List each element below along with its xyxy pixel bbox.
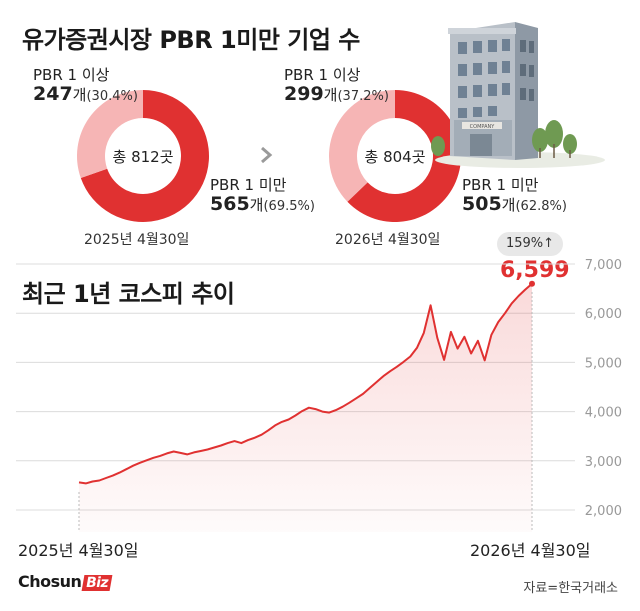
building-illustration: COMPANY bbox=[431, 22, 605, 168]
chosunbiz-logo: Chosun Biz bbox=[18, 572, 113, 591]
y-tick-label: 2,000 bbox=[585, 504, 622, 519]
label-below-2025-count: 565 bbox=[210, 193, 250, 215]
last-point bbox=[529, 280, 535, 287]
kospi-series-line bbox=[78, 282, 533, 485]
label-above-2025-title: PBR 1 이상 bbox=[33, 66, 110, 84]
label-below-2025-unit: 개 bbox=[249, 196, 264, 214]
label-above-2025-unit: 개 bbox=[72, 86, 87, 104]
top-title: 유가증권시장 PBR 1미만 기업 수 bbox=[22, 26, 360, 54]
label-below-2026-pct: (62.8%) bbox=[515, 199, 567, 214]
change-badge: 159%↑ bbox=[497, 232, 563, 256]
y-tick-label: 7,000 bbox=[585, 258, 622, 273]
label-below-2026: PBR 1 미만 505개(62.8%) bbox=[462, 176, 567, 216]
donut-date-2025: 2025년 4월30일 bbox=[84, 232, 190, 248]
label-above-2025-pct: (30.4%) bbox=[86, 89, 138, 104]
label-below-2026-count: 505 bbox=[462, 193, 502, 215]
x-label-end: 2026년 4월30일 bbox=[470, 541, 591, 560]
label-above-2025-count: 247 bbox=[33, 83, 73, 105]
logo-sub: Biz bbox=[82, 575, 113, 591]
donut-center-2025: 총 812곳 bbox=[112, 148, 174, 166]
slice-below-1 bbox=[347, 90, 461, 223]
chart-title: 최근 1년 코스피 추이 bbox=[22, 280, 235, 308]
logo-main: Chosun bbox=[18, 572, 82, 591]
label-above-2025: PBR 1 이상 247개(30.4%) bbox=[33, 66, 138, 106]
slice-above-0 bbox=[76, 90, 143, 179]
label-above-2026-unit: 개 bbox=[323, 86, 338, 104]
last-value-label: 6,599 bbox=[500, 258, 570, 283]
y-tick-label: 6,000 bbox=[585, 307, 622, 322]
donut-chart-2025 bbox=[76, 90, 209, 222]
slice-above-1 bbox=[329, 90, 395, 202]
y-tick-label: 5,000 bbox=[585, 356, 622, 371]
y-tick-label: 4,000 bbox=[585, 406, 622, 421]
donut-center-2026: 총 804곳 bbox=[364, 148, 426, 166]
chevron-right-icon bbox=[261, 146, 273, 164]
label-above-2026-count: 299 bbox=[284, 83, 324, 105]
label-above-2026-pct: (37.2%) bbox=[337, 89, 389, 104]
donut-date-2026: 2026년 4월30일 bbox=[335, 232, 441, 248]
slice-below-0 bbox=[80, 90, 209, 222]
y-tick-label: 3,000 bbox=[585, 455, 622, 470]
label-above-2026-title: PBR 1 이상 bbox=[284, 66, 361, 84]
building-sign: COMPANY bbox=[470, 124, 496, 130]
label-below-2025-title: PBR 1 미만 bbox=[210, 176, 287, 194]
label-above-2026: PBR 1 이상 299개(37.2%) bbox=[284, 66, 389, 106]
label-below-2025-pct: (69.5%) bbox=[263, 199, 315, 214]
label-below-2026-unit: 개 bbox=[501, 196, 516, 214]
x-label-start: 2025년 4월30일 bbox=[18, 541, 139, 560]
source-note: 자료=한국거래소 bbox=[523, 581, 618, 596]
kospi-area-fill bbox=[79, 283, 532, 532]
label-below-2025: PBR 1 미만 565개(69.5%) bbox=[210, 176, 315, 216]
donut-chart-2026 bbox=[329, 90, 461, 223]
label-below-2026-title: PBR 1 미만 bbox=[462, 176, 539, 194]
